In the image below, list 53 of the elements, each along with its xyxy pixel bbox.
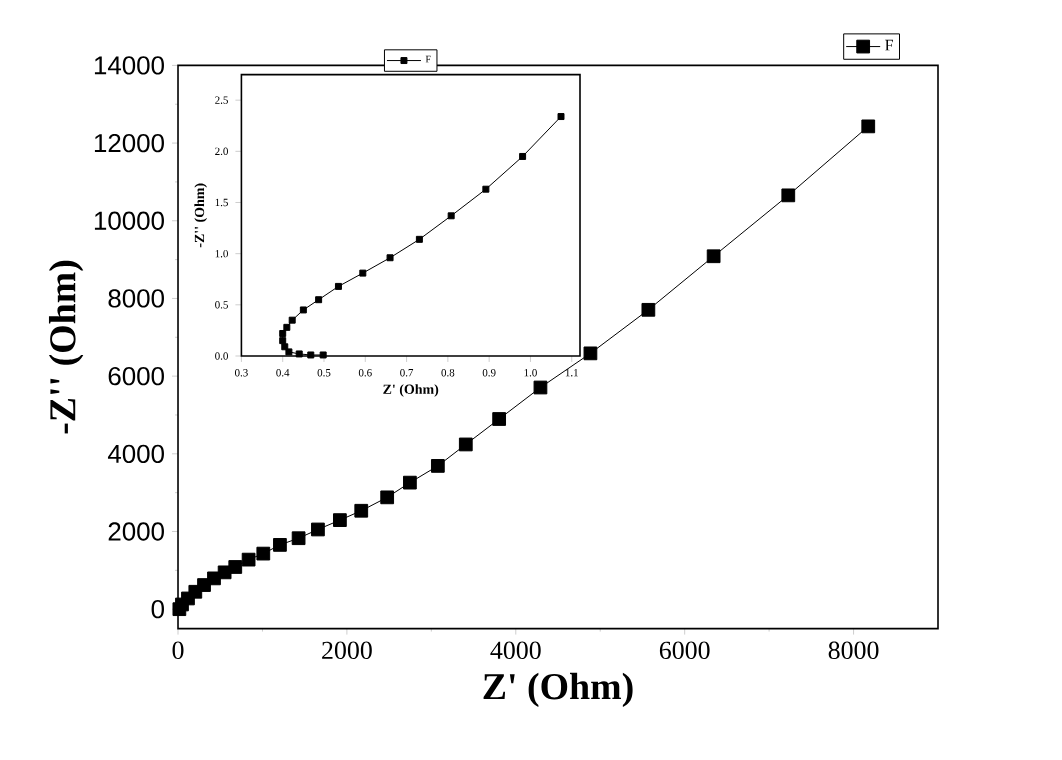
point	[359, 269, 367, 277]
point	[299, 306, 307, 314]
point	[288, 316, 296, 324]
point	[380, 490, 395, 505]
point	[403, 475, 417, 490]
point	[228, 560, 243, 574]
point	[354, 503, 369, 518]
point	[311, 522, 325, 537]
point	[334, 282, 342, 290]
point	[256, 546, 271, 561]
point	[781, 188, 796, 203]
y-tick-label: 14000	[94, 56, 164, 75]
point	[533, 380, 548, 395]
point	[241, 552, 256, 567]
point	[283, 323, 291, 331]
x-axis-title: Z' (Ohm)	[483, 672, 633, 708]
x-tick-label: 4000	[490, 641, 541, 660]
point	[285, 348, 293, 356]
x-tick-label: 2000	[322, 641, 372, 660]
point	[641, 302, 656, 317]
point	[458, 437, 473, 452]
x-tick-label: 6000	[659, 641, 710, 660]
x-tick-label: 8000	[828, 641, 879, 660]
point	[519, 152, 527, 160]
point	[307, 351, 315, 359]
point	[295, 350, 303, 358]
point	[861, 119, 876, 134]
point	[315, 296, 323, 304]
point	[333, 513, 347, 527]
point	[319, 351, 327, 359]
y-tick-label: 2000	[108, 522, 164, 541]
point	[430, 459, 445, 473]
point	[447, 212, 455, 220]
point	[207, 571, 221, 586]
y-tick-label: 0	[151, 600, 164, 619]
y-tick-label: 12000	[94, 133, 164, 153]
y-axis-title: -Z'' (Ohm)	[48, 260, 84, 434]
point	[281, 343, 289, 351]
point	[492, 412, 507, 426]
point	[482, 185, 490, 193]
point	[386, 254, 394, 262]
y-tick-label: 8000	[108, 289, 164, 308]
point	[279, 329, 287, 337]
point	[279, 337, 287, 345]
x-tick-label: 0	[172, 641, 184, 660]
point	[557, 113, 565, 121]
point	[273, 538, 287, 552]
point	[291, 531, 306, 546]
point	[415, 235, 423, 243]
point	[706, 249, 721, 264]
y-tick-label: 4000	[107, 444, 164, 463]
point	[583, 346, 598, 361]
y-tick-label: 10000	[94, 211, 164, 230]
